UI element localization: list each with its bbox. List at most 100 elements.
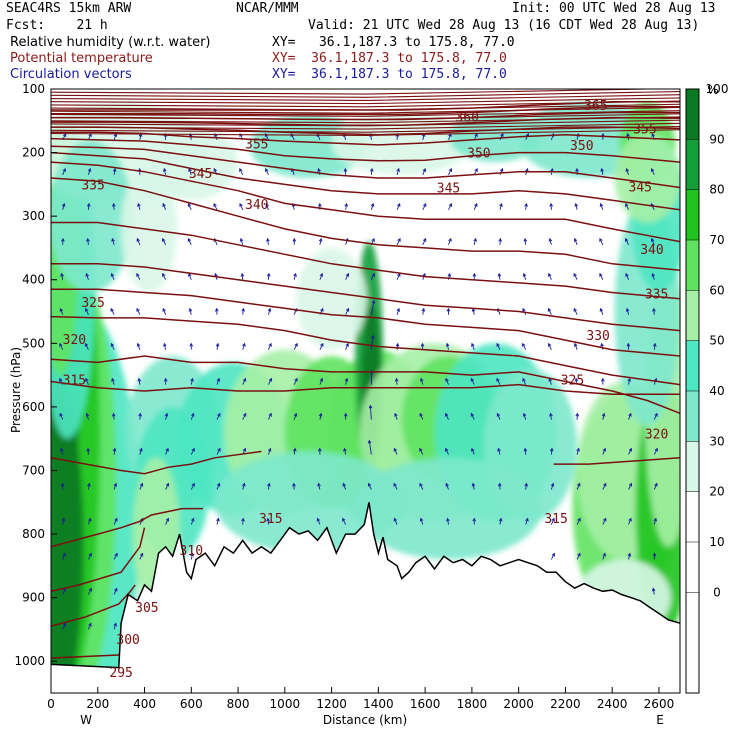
vector-head [548, 237, 553, 242]
vector-arrow [419, 483, 424, 490]
vector-head [292, 237, 297, 242]
vector-arrow [625, 238, 629, 245]
y-tick-label: 1000 [14, 654, 45, 668]
vector-arrow [319, 343, 324, 350]
vector-arrow [216, 448, 221, 455]
vector-arrow [471, 343, 475, 350]
vector-head [240, 272, 245, 277]
vector-head [625, 272, 629, 277]
x-tick-label: 800 [227, 697, 250, 711]
vector-head [574, 202, 579, 207]
vector-arrow [576, 448, 580, 455]
vector-head [111, 377, 115, 382]
colorbar-label: 60 [709, 283, 724, 297]
y-tick-label: 900 [22, 591, 45, 605]
colorbar-swatch [686, 240, 699, 291]
theta-label: 350 [467, 147, 490, 162]
vector-head [445, 377, 449, 382]
vector-head [397, 237, 401, 242]
vector-arrow [240, 238, 244, 245]
vector-arrow [525, 518, 529, 525]
colorbar-label: 70 [709, 233, 724, 247]
vector-arrow [396, 273, 401, 280]
vector-arrow [162, 203, 166, 210]
y-tick-label: 800 [22, 527, 45, 541]
vector-arrow [165, 448, 169, 455]
plot-frame [50, 88, 681, 694]
vector-head [444, 412, 449, 417]
vector-head [239, 237, 244, 242]
y-axis-label: Pressure (hPa) [9, 347, 23, 433]
y-tick-label: 200 [22, 146, 45, 160]
vector-head [110, 272, 115, 277]
vector-head [214, 307, 219, 312]
vector-arrow [575, 203, 578, 210]
vector-head [628, 517, 632, 522]
vector-head [59, 342, 63, 347]
vector-arrow [522, 343, 527, 350]
vector-arrow [85, 343, 89, 350]
vector-head [320, 342, 324, 347]
vector-head [85, 272, 89, 277]
vector-arrow [137, 203, 141, 210]
vector-arrow [162, 273, 166, 280]
vector-head [628, 482, 633, 487]
vector-arrow [62, 518, 65, 525]
vector-arrow [165, 413, 168, 420]
vector-head [577, 482, 581, 487]
vector-head [318, 237, 323, 242]
vector-head [473, 237, 477, 242]
vector-head [187, 237, 192, 242]
vector-arrow [448, 203, 452, 210]
vector-arrow [574, 238, 578, 245]
vector-arrow [242, 413, 247, 420]
vector-head [242, 447, 247, 452]
vector-head [84, 342, 89, 347]
vector-head [214, 132, 218, 137]
vector-head [113, 482, 118, 487]
vector-arrow [162, 308, 166, 315]
vector-head [61, 517, 66, 522]
vector-arrow [653, 413, 658, 420]
potential-temperature-contours [51, 89, 680, 659]
vector-head [600, 342, 604, 347]
vector-head [550, 167, 554, 172]
vector-head [525, 167, 529, 172]
colorbar-label: 50 [709, 334, 724, 348]
vector-arrow [188, 273, 192, 280]
vector-head [547, 307, 552, 312]
theta-contour-315 [553, 457, 680, 465]
vector-head [318, 202, 322, 207]
vector-arrow [470, 378, 475, 385]
vector-arrow [293, 448, 296, 455]
vector-arrow [626, 168, 629, 175]
vector-head [522, 307, 526, 312]
vector-head [652, 342, 657, 347]
init-time: Init: 00 UTC Wed 28 Aug 13 [512, 1, 716, 16]
vector-head [522, 272, 527, 277]
vector-arrow [319, 238, 322, 245]
vector-arrow [88, 553, 92, 560]
vector-arrow [85, 273, 89, 280]
vector-head [162, 167, 167, 172]
theta-contour-360 [51, 106, 680, 116]
vector-arrow [267, 238, 269, 245]
vector-head [164, 412, 169, 417]
theta-label: 300 [116, 633, 139, 648]
vector-head [573, 237, 578, 242]
vector-head [371, 272, 375, 277]
vector-head [317, 482, 321, 487]
colorbar-label: 20 [709, 485, 724, 499]
vector-head [88, 622, 92, 627]
x-tick-label: 2200 [550, 697, 581, 711]
theta-label: 355 [245, 138, 268, 153]
vector-arrow [111, 273, 115, 280]
vector-arrow [111, 343, 115, 350]
vector-head [445, 482, 449, 487]
vector-arrow [523, 413, 527, 420]
vector-arrow [651, 168, 655, 176]
vector-arrow [190, 413, 195, 420]
vector-head [86, 237, 90, 242]
x-tick-label: 2000 [503, 697, 534, 711]
vector-arrow [60, 308, 64, 315]
